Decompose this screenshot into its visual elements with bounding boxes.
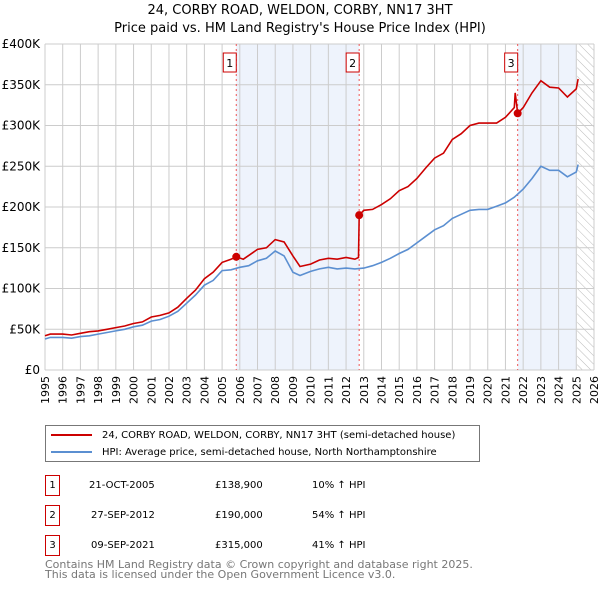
x-tick-label: 2001 [145,376,158,404]
chart-title: 24, CORBY ROAD, WELDON, CORBY, NN17 3HT [147,3,453,18]
y-tick-label: £0 [25,363,40,377]
sale-point [232,252,241,261]
sale-point [513,109,522,118]
x-tick-label: 2008 [269,376,282,404]
y-tick-label: £300K [2,119,42,133]
x-tick-label: 2020 [482,376,495,404]
x-tick-label: 2016 [411,376,424,404]
x-tick-label: 1999 [110,376,123,404]
x-tick-label: 2004 [198,376,211,404]
footer-licence: This data is licensed under the Open Gov… [45,568,396,581]
x-tick-label: 2014 [375,376,388,404]
sale-point [355,211,364,220]
y-tick-label: £150K [2,241,42,255]
sale-row: 3 09-SEP-2021 £315,000 41% ↑ HPI [45,535,465,557]
x-tick-label: 2003 [181,376,194,404]
x-tick-label: 2025 [570,376,583,404]
x-tick-label: 2013 [358,376,371,404]
y-tick-label: £250K [2,159,42,173]
x-tick-label: 2009 [287,376,300,404]
x-tick-label: 2023 [535,376,548,404]
footer: Contains HM Land Registry data © Crown c… [45,558,473,581]
y-tick-label: £350K [2,78,42,92]
x-tick-label: 1996 [57,376,70,404]
x-tick-label: 2000 [128,376,141,404]
sale-price: £138,900 [215,480,263,491]
sale-row: 1 21-OCT-2005 £138,900 10% ↑ HPI [45,475,465,497]
x-tick-label: 1995 [39,376,52,404]
x-tick-label: 2010 [305,376,318,404]
x-tick-label: 1998 [92,376,105,404]
x-tick-label: 2006 [234,376,247,404]
x-tick-label: 2012 [340,376,353,404]
legend-swatch-property [51,434,92,436]
sale-number-label: 3 [508,57,515,70]
x-tick-label: 2005 [216,376,229,404]
sale-number-label: 1 [226,57,233,70]
sale-number-label: 2 [349,57,356,70]
price-chart: 1995 1996 1997 1998 1999 2000 2001 2002 2003 2004… [2,37,600,404]
sale-number-box [504,52,519,73]
x-tick-label: 2024 [553,376,566,404]
property-price-line [44,78,579,337]
chart-subtitle: Price paid vs. HM Land Registry's House … [114,21,486,36]
x-tick-label: 2011 [322,376,335,404]
x-tick-label: 2021 [499,376,512,404]
legend: 24, CORBY ROAD, WELDON, CORBY, NN17 3HT … [45,425,480,462]
sale-price: £190,000 [215,510,263,521]
x-tick-label: 2002 [163,376,176,404]
x-tick-label: 2017 [429,376,442,404]
legend-label-property: 24, CORBY ROAD, WELDON, CORBY, NN17 3HT … [102,429,456,441]
sale-date: 27-SEP-2012 [91,510,155,521]
legend-swatch-hpi [51,451,92,453]
hpi-line [44,164,579,340]
y-tick-label: £200K [2,200,42,214]
legend-label-hpi: HPI: Average price, semi-detached house,… [102,446,437,458]
x-tick-label: 2022 [517,376,530,404]
sale-number-badge: 3 [45,535,60,556]
x-tick-label: 1997 [74,376,87,404]
sale-hpi-change: 54% ↑ HPI [312,510,366,521]
footer-copyright: Contains HM Land Registry data © Crown c… [45,558,473,571]
y-tick-label: £400K [2,37,42,51]
sale-hpi-change: 41% ↑ HPI [312,540,366,551]
x-tick-label: 2018 [446,376,459,404]
y-tick-label: £50K [9,322,41,336]
sale-number-box [345,52,360,73]
y-tick-label: £100K [2,282,42,296]
sale-row: 2 27-SEP-2012 £190,000 54% ↑ HPI [45,505,465,527]
sale-date: 21-OCT-2005 [89,480,155,491]
sale-hpi-change: 10% ↑ HPI [312,480,366,491]
sale-number-badge: 1 [45,475,60,496]
sale-price: £315,000 [215,540,263,551]
x-tick-label: 2019 [464,376,477,404]
sale-date: 09-SEP-2021 [91,540,155,551]
x-tick-label: 2015 [393,376,406,404]
sale-number-box [222,52,237,73]
x-tick-label: 2026 [588,376,600,404]
x-tick-label: 2007 [252,376,265,404]
sale-number-badge: 2 [45,505,60,526]
